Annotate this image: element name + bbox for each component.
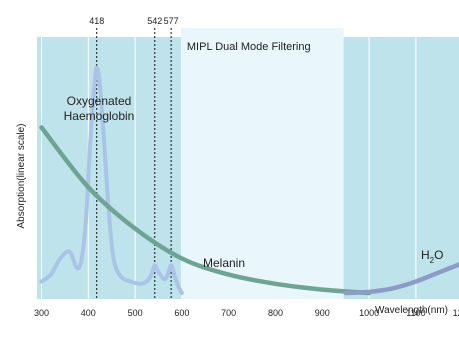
x-tick-label-6: 900 [315, 308, 330, 318]
series-label-melanin: Melanin [203, 256, 245, 270]
band-label: MIPL Dual Mode Filtering [187, 41, 311, 53]
series-label-haemoglobin-line1: Oxygenated [67, 94, 132, 108]
x-tick-label-5: 800 [268, 308, 283, 318]
x-tick-label-9: 1200 [453, 308, 459, 318]
series-label-haemoglobin-line2: Haemoglobin [64, 109, 135, 123]
x-tick-label-8: 1100 [406, 308, 425, 318]
x-axis-ticks: 300 400 500 600 700 800 900 1000 1100 1200 [34, 308, 459, 318]
x-tick-label-7: 1000 [359, 308, 379, 318]
h2o-subscript: 2 [430, 256, 435, 265]
x-tick-label-3: 600 [174, 308, 189, 318]
series-line-2 [343, 262, 459, 296]
series-label-h2o: H2O [421, 248, 443, 265]
spectrum-curves [39, 65, 459, 296]
h2o-h: H [421, 248, 430, 262]
mipl-filtering-band [180, 28, 344, 299]
marker-label-577: 577 [164, 16, 179, 26]
y-axis-label: Absorption(linear scale) [16, 123, 27, 228]
x-axis-label: Wavelength(nm) [375, 305, 448, 316]
marker-label-542: 542 [147, 16, 162, 26]
h2o-o: O [434, 248, 443, 262]
marker-label-418: 418 [89, 16, 104, 26]
series-line-0 [39, 65, 184, 295]
x-tick-label-4: 700 [221, 308, 236, 318]
x-tick-label-2: 500 [128, 308, 143, 318]
x-tick-label-1: 400 [81, 308, 96, 318]
x-tick-label-0: 300 [34, 308, 49, 318]
series-line-1 [39, 125, 372, 296]
